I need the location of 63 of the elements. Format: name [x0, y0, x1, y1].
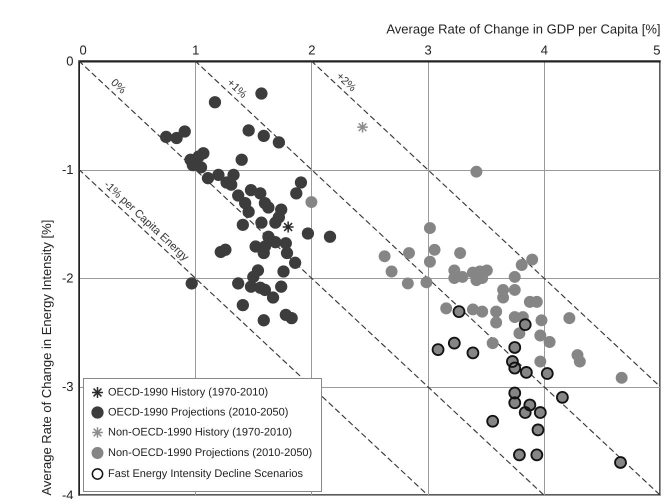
point	[324, 230, 336, 243]
text: +2%	[334, 70, 358, 94]
y-tick-label: -1	[62, 162, 74, 177]
point	[232, 277, 244, 290]
point	[254, 187, 266, 200]
point	[249, 240, 262, 253]
point	[262, 201, 275, 214]
point	[255, 87, 268, 100]
point	[214, 246, 227, 258]
x-tick-label: 3	[424, 42, 432, 58]
point	[242, 124, 255, 137]
y-tick-label: 0	[66, 54, 74, 68]
point	[236, 218, 249, 231]
point	[280, 237, 292, 250]
point	[244, 184, 258, 196]
point	[236, 298, 249, 312]
x-tick-label: 5	[653, 42, 660, 58]
point	[186, 277, 198, 290]
point	[227, 168, 240, 182]
x-tick-label: 0	[80, 42, 87, 58]
legend-label: Non-OECD-1990 Projections (2010-2050)	[108, 447, 312, 459]
point	[280, 246, 294, 260]
point	[242, 206, 255, 218]
point	[356, 121, 369, 134]
point	[258, 284, 272, 296]
x-axis-title: Average Rate of Change in GDP per Capita [%]	[386, 22, 660, 36]
x-tick-label: 4	[540, 42, 548, 58]
point	[286, 312, 298, 324]
point	[288, 256, 302, 269]
point	[269, 216, 282, 229]
y-axis-title: Average Rate of Change in Energy Intensity [%]	[38, 220, 54, 496]
point	[266, 291, 280, 304]
point	[290, 187, 302, 200]
point	[236, 154, 248, 166]
y-tick-label: -3	[62, 379, 74, 394]
point	[170, 132, 183, 144]
text: +1%	[224, 76, 250, 101]
point	[294, 176, 308, 189]
legend-label: Non-OECD-1990 History (1970-2010)	[108, 426, 292, 438]
y-tick-label: -2	[62, 270, 74, 286]
point	[160, 130, 172, 144]
x-tick-label: 2	[308, 42, 316, 58]
legend-label: OECD-1990 History (1970-2010)	[108, 386, 268, 398]
point	[302, 227, 314, 240]
point	[275, 280, 288, 293]
point	[258, 314, 270, 326]
point	[277, 265, 290, 278]
text: 0%	[108, 76, 128, 97]
point	[197, 147, 210, 160]
point	[282, 220, 294, 234]
point	[272, 136, 286, 149]
point	[178, 125, 191, 138]
point	[247, 270, 260, 284]
point	[202, 172, 214, 184]
x-tick-label: 1	[192, 42, 200, 58]
point	[255, 216, 268, 229]
point	[208, 96, 222, 108]
point	[232, 189, 244, 202]
legend-label: OECD-1990 Projections (2010-2050)	[108, 406, 288, 418]
point	[212, 168, 225, 182]
point	[258, 130, 270, 142]
point	[269, 236, 282, 248]
legend-label: Fast Energy Intensity Decline Scenarios	[108, 468, 304, 480]
